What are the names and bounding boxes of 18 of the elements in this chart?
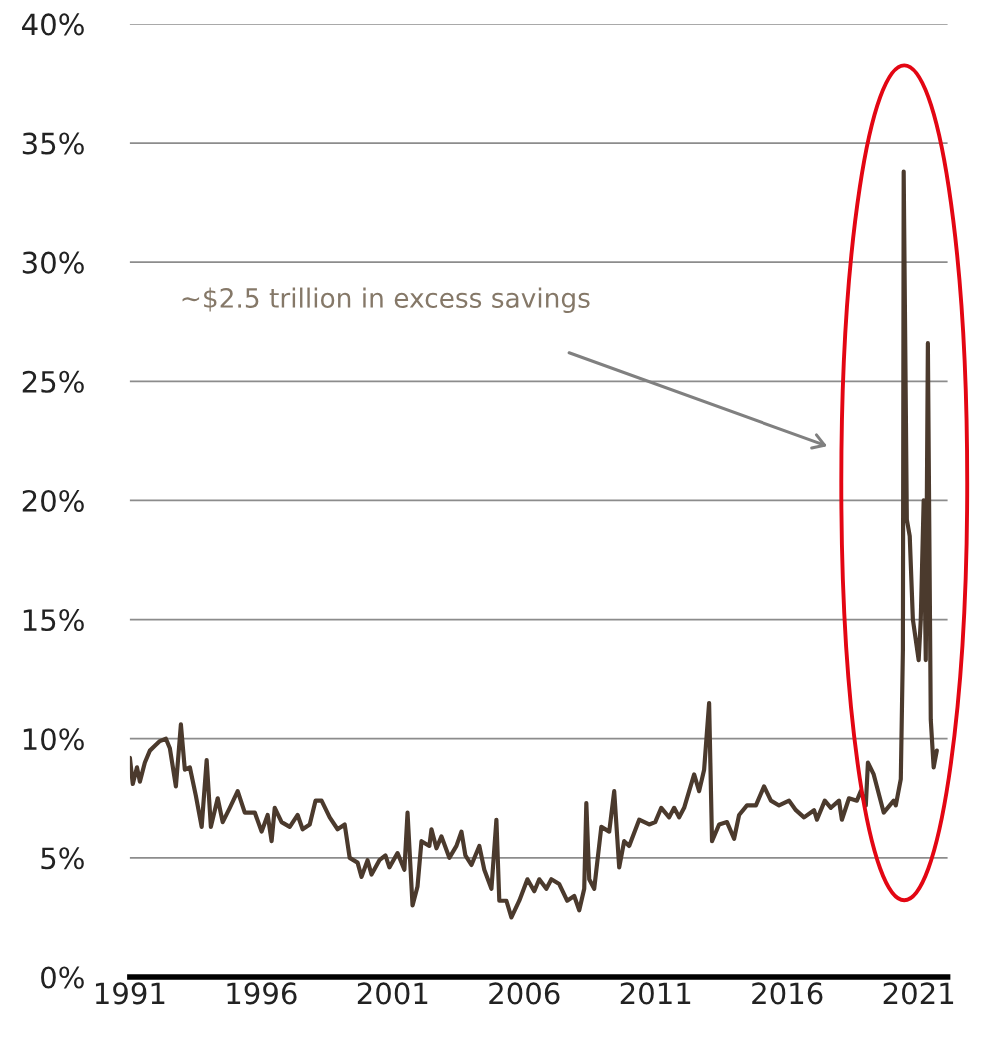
x-tick-label: 2021 [883,982,954,1005]
y-tick-label: 35% [22,132,84,155]
x-tick-label: 1991 [95,982,165,1005]
line-series [129,169,939,920]
y-tick-label: 25% [22,370,84,393]
y-tick-label: 5% [41,847,84,870]
x-tick-label: 2011 [620,982,691,1005]
x-tick-label: 1996 [227,982,297,1005]
x-tick-label: 2006 [489,982,560,1005]
y-tick-label: 15% [23,609,84,632]
y-tick-label: 20% [22,489,84,512]
annotation: ~$2.5 trillion in excess savings [182,287,590,314]
y-tick-label: 30% [22,251,84,274]
x-tick-label: 2001 [357,982,428,1005]
y-tick-label: 0% [41,966,84,989]
y-tick-label: 10% [23,728,84,751]
y-tick-label: 40% [22,13,84,36]
x-tick-label: 2016 [752,982,823,1005]
